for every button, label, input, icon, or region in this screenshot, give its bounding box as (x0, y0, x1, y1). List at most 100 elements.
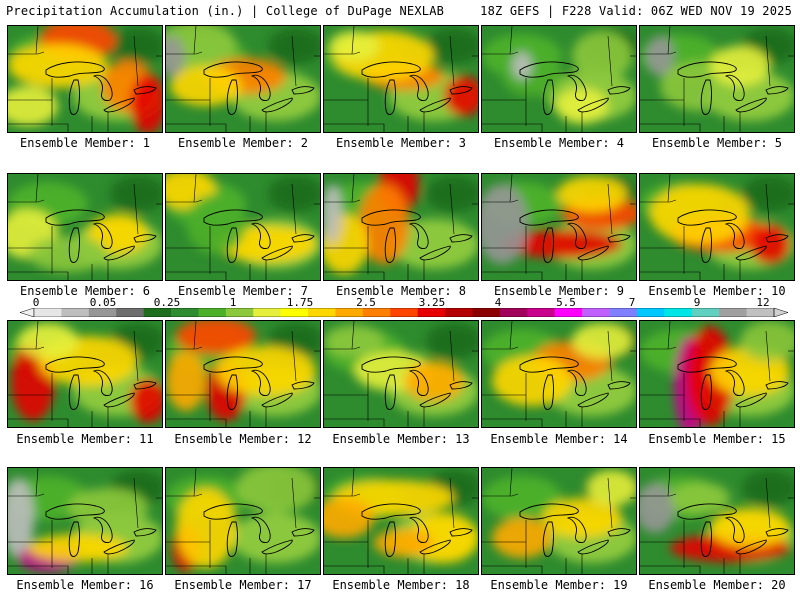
colorbar-swatch (554, 308, 583, 317)
precipitation-map (640, 174, 794, 280)
ensemble-map-panel (481, 320, 637, 428)
precipitation-map (166, 174, 320, 280)
colorbar-swatch (61, 308, 90, 317)
ensemble-map-panel (639, 25, 795, 133)
ensemble-map-panel (639, 467, 795, 575)
state-borders (482, 321, 636, 427)
state-borders (8, 321, 162, 427)
great-lakes-outline (519, 503, 631, 557)
great-lakes-outline (677, 356, 789, 410)
great-lakes-outline (203, 61, 315, 115)
precipitation-map (324, 321, 478, 427)
colorbar-tick-label: 7 (628, 296, 636, 309)
colorbar-swatch (362, 308, 391, 317)
ensemble-member-label: Ensemble Member: 12 (174, 432, 312, 446)
great-lakes-outline (203, 356, 315, 410)
state-borders (8, 26, 162, 132)
colorbar-tick-label: 2.5 (356, 296, 376, 309)
colorbar-tick-label: 4 (494, 296, 502, 309)
model-run-info: 18Z GEFS | F228 Valid: 06Z WED NOV 19 20… (480, 4, 792, 18)
precipitation-map (166, 468, 320, 574)
colorbar-swatch (390, 308, 419, 317)
state-borders (166, 174, 320, 280)
precipitation-map (166, 321, 320, 427)
colorbar-swatch (746, 308, 775, 317)
colorbar-tick-label: 12 (756, 296, 770, 309)
colorbar-swatch (280, 308, 309, 317)
ensemble-map-panel (481, 467, 637, 575)
ensemble-map-panel (7, 173, 163, 281)
precipitation-map (482, 321, 636, 427)
state-borders (640, 26, 794, 132)
ensemble-map-panel (323, 467, 479, 575)
state-borders (640, 468, 794, 574)
state-borders (166, 321, 320, 427)
colorbar-tick-label: 1.75 (286, 296, 314, 309)
great-lakes-outline (677, 61, 789, 115)
ensemble-member-label: Ensemble Member: 19 (490, 578, 628, 592)
great-lakes-outline (677, 209, 789, 263)
colorbar-swatch (143, 308, 172, 317)
colorbar-swatch (691, 308, 720, 317)
great-lakes-outline (361, 503, 473, 557)
great-lakes-outline (519, 209, 631, 263)
great-lakes-outline (45, 356, 157, 410)
precipitation-map (324, 468, 478, 574)
ensemble-member-label: Ensemble Member: 20 (648, 578, 786, 592)
colorbar-swatch (499, 308, 528, 317)
ensemble-member-label: Ensemble Member: 8 (335, 284, 467, 298)
ensemble-member-label: Ensemble Member: 7 (177, 284, 309, 298)
state-borders (640, 174, 794, 280)
ensemble-member-label: Ensemble Member: 15 (648, 432, 786, 446)
state-borders (166, 26, 320, 132)
ensemble-map-panel (323, 173, 479, 281)
colorbar-swatch (417, 308, 446, 317)
colorbar-swatch (116, 308, 144, 317)
colorbar-swatch (171, 308, 199, 317)
ensemble-map-panel (7, 320, 163, 428)
precipitation-map (640, 321, 794, 427)
colorbar-tick-label: 0.25 (153, 296, 181, 309)
precipitation-map (482, 26, 636, 132)
ensemble-map-panel (165, 173, 321, 281)
precipitation-colorbar (20, 308, 788, 317)
state-borders (324, 174, 478, 280)
ensemble-member-label: Ensemble Member: 4 (493, 136, 625, 150)
colorbar-swatch (582, 308, 610, 317)
colorbar-swatch (527, 308, 556, 317)
precipitation-map (640, 468, 794, 574)
colorbar-swatch (719, 308, 747, 317)
precipitation-map (482, 174, 636, 280)
colorbar-swatch (636, 308, 665, 317)
state-borders (324, 321, 478, 427)
colorbar-tick-label: 0.05 (89, 296, 117, 309)
precipitation-map (324, 174, 478, 280)
great-lakes-outline (519, 356, 631, 410)
ensemble-map-panel (481, 25, 637, 133)
colorbar-labels: 0 0.05 0.25 1 1.75 2.5 3.25 4 5.5 7 9 12 (0, 296, 800, 309)
state-borders (8, 468, 162, 574)
state-borders (482, 174, 636, 280)
ensemble-member-label: Ensemble Member: 1 (19, 136, 151, 150)
colorbar-swatch (335, 308, 364, 317)
ensemble-member-label: Ensemble Member: 18 (332, 578, 470, 592)
great-lakes-outline (361, 209, 473, 263)
precipitation-map (8, 321, 162, 427)
colorbar-swatch (308, 308, 336, 317)
ensemble-map-panel (165, 320, 321, 428)
ensemble-member-label: Ensemble Member: 5 (651, 136, 783, 150)
ensemble-member-label: Ensemble Member: 16 (16, 578, 154, 592)
ensemble-map-panel (639, 320, 795, 428)
colorbar-swatch (253, 308, 281, 317)
ensemble-map-panel (481, 173, 637, 281)
great-lakes-outline (45, 503, 157, 557)
colorbar-swatch (609, 308, 638, 317)
great-lakes-outline (203, 503, 315, 557)
state-borders (8, 174, 162, 280)
ensemble-member-label: Ensemble Member: 2 (177, 136, 309, 150)
colorbar-tick-label: 0 (32, 296, 40, 309)
ensemble-member-label: Ensemble Member: 6 (19, 284, 151, 298)
colorbar-swatch (198, 308, 227, 317)
colorbar-swatch (664, 308, 693, 317)
precipitation-map (8, 468, 162, 574)
